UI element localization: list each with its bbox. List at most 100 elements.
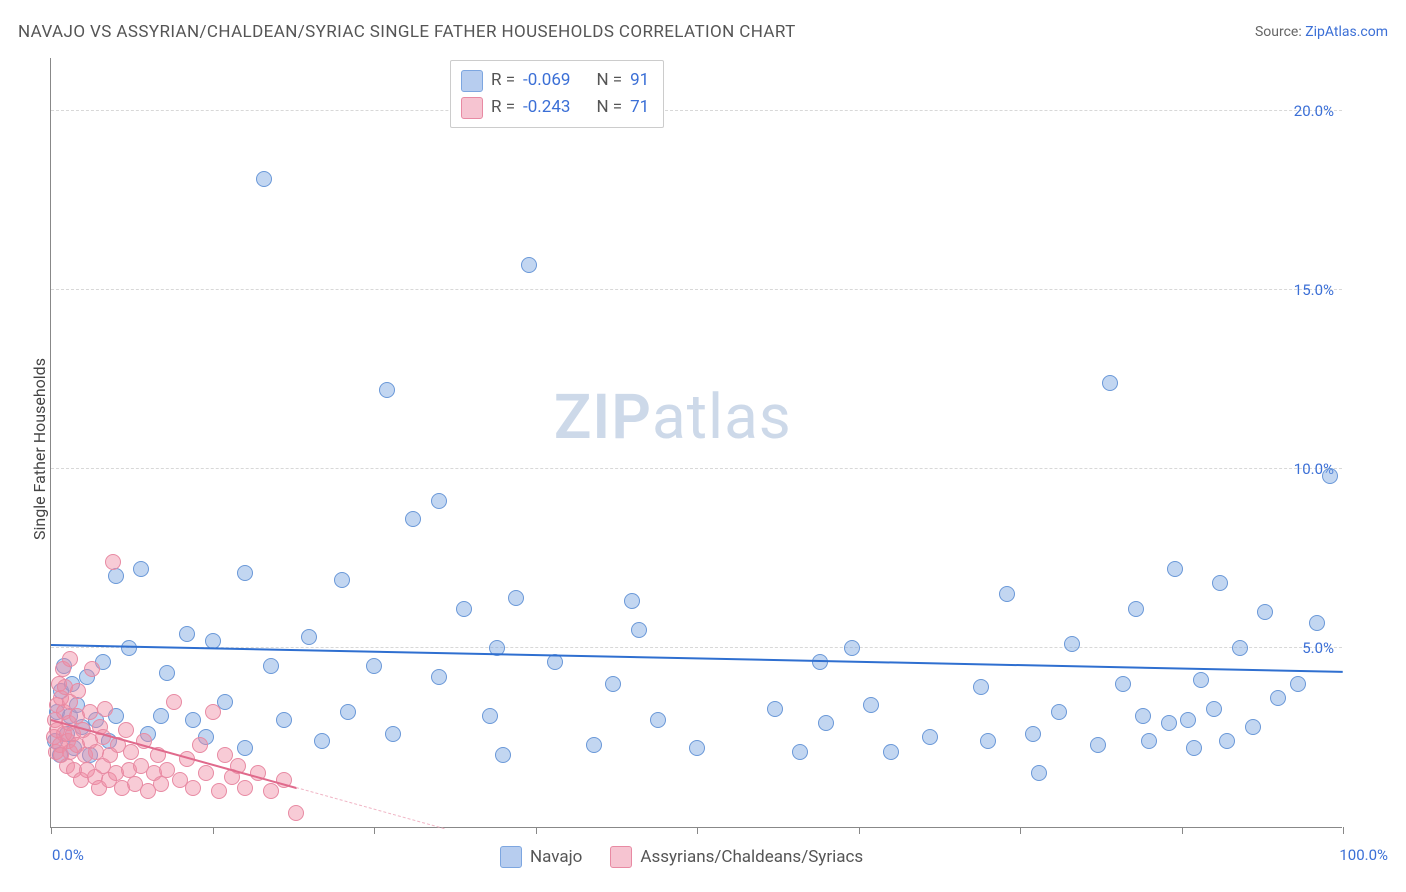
data-point bbox=[818, 715, 834, 731]
data-point bbox=[121, 762, 137, 778]
data-point bbox=[366, 658, 382, 674]
n-label: N = bbox=[596, 67, 622, 94]
data-point bbox=[192, 737, 208, 753]
data-point bbox=[66, 762, 82, 778]
data-point bbox=[53, 747, 69, 763]
data-point bbox=[547, 654, 563, 670]
data-point bbox=[263, 658, 279, 674]
data-point bbox=[69, 697, 85, 713]
data-point bbox=[59, 758, 75, 774]
data-point bbox=[185, 780, 201, 796]
trend-line bbox=[296, 787, 445, 829]
data-point bbox=[49, 704, 65, 720]
data-point bbox=[385, 726, 401, 742]
data-point bbox=[91, 780, 107, 796]
data-point bbox=[60, 733, 76, 749]
data-point bbox=[114, 780, 130, 796]
grid-line bbox=[51, 110, 1342, 111]
data-point bbox=[88, 712, 104, 728]
data-point bbox=[198, 765, 214, 781]
data-point bbox=[1212, 575, 1228, 591]
trend-line bbox=[51, 719, 297, 789]
data-point bbox=[1161, 715, 1177, 731]
data-point bbox=[405, 511, 421, 527]
source-link[interactable]: ZipAtlas.com bbox=[1305, 24, 1388, 40]
data-point bbox=[56, 704, 72, 720]
correlation-legend: R =-0.069N =91R =-0.243N =71 bbox=[450, 60, 664, 128]
data-point bbox=[121, 640, 137, 656]
series-legend: Navajo Assyrians/Chaldeans/Syriacs bbox=[500, 846, 863, 868]
data-point bbox=[1270, 690, 1286, 706]
data-point bbox=[263, 783, 279, 799]
x-tick bbox=[51, 827, 52, 834]
n-label: N = bbox=[596, 94, 622, 121]
data-point bbox=[101, 772, 117, 788]
r-value: -0.243 bbox=[523, 94, 570, 121]
data-point bbox=[1290, 676, 1306, 692]
x-max-label: 100.0% bbox=[1339, 846, 1388, 864]
data-point bbox=[217, 747, 233, 763]
grid-line bbox=[51, 289, 1342, 290]
data-point bbox=[973, 679, 989, 695]
data-point bbox=[88, 744, 104, 760]
data-point bbox=[1025, 726, 1041, 742]
legend-swatch bbox=[461, 70, 483, 92]
data-point bbox=[82, 704, 98, 720]
data-point bbox=[456, 601, 472, 617]
x-tick bbox=[536, 827, 537, 834]
x-tick bbox=[859, 827, 860, 834]
data-point bbox=[55, 661, 71, 677]
x-tick bbox=[1343, 827, 1344, 834]
series-name: Assyrians/Chaldeans/Syriacs bbox=[640, 847, 863, 867]
data-point bbox=[49, 697, 65, 713]
r-value: -0.069 bbox=[523, 67, 570, 94]
data-point bbox=[133, 561, 149, 577]
y-tick-label: 10.0% bbox=[1294, 460, 1334, 478]
source-attribution: Source: ZipAtlas.com bbox=[1255, 24, 1388, 40]
x-tick bbox=[1020, 827, 1021, 834]
data-point bbox=[1090, 737, 1106, 753]
data-point bbox=[127, 776, 143, 792]
y-tick-label: 15.0% bbox=[1294, 281, 1334, 299]
data-point bbox=[1051, 704, 1067, 720]
data-point bbox=[205, 704, 221, 720]
data-point bbox=[52, 737, 68, 753]
data-point bbox=[1128, 601, 1144, 617]
data-point bbox=[1219, 733, 1235, 749]
data-point bbox=[431, 669, 447, 685]
data-point bbox=[52, 747, 68, 763]
data-point bbox=[883, 744, 899, 760]
data-point bbox=[159, 665, 175, 681]
legend-swatch bbox=[610, 846, 632, 868]
data-point bbox=[288, 805, 304, 821]
data-point bbox=[179, 626, 195, 642]
r-label: R = bbox=[491, 67, 515, 94]
data-point bbox=[172, 772, 188, 788]
data-point bbox=[844, 640, 860, 656]
chart-title: NAVAJO VS ASSYRIAN/CHALDEAN/SYRIAC SINGL… bbox=[18, 22, 796, 42]
data-point bbox=[863, 697, 879, 713]
x-tick bbox=[213, 827, 214, 834]
data-point bbox=[48, 744, 64, 760]
data-point bbox=[70, 683, 86, 699]
data-point bbox=[49, 722, 65, 738]
data-point bbox=[62, 744, 78, 760]
data-point bbox=[123, 744, 139, 760]
scatter-plot: 5.0%10.0%15.0%20.0% bbox=[50, 58, 1342, 828]
data-point bbox=[56, 726, 72, 742]
data-point bbox=[1031, 765, 1047, 781]
data-point bbox=[812, 654, 828, 670]
data-point bbox=[140, 783, 156, 799]
data-point bbox=[237, 565, 253, 581]
data-point bbox=[1193, 672, 1209, 688]
data-point bbox=[118, 722, 134, 738]
data-point bbox=[301, 629, 317, 645]
data-point bbox=[980, 733, 996, 749]
data-point bbox=[82, 733, 98, 749]
data-point bbox=[108, 568, 124, 584]
data-point bbox=[79, 762, 95, 778]
grid-line bbox=[51, 468, 1342, 469]
data-point bbox=[153, 708, 169, 724]
series-name: Navajo bbox=[530, 847, 582, 867]
data-point bbox=[650, 712, 666, 728]
